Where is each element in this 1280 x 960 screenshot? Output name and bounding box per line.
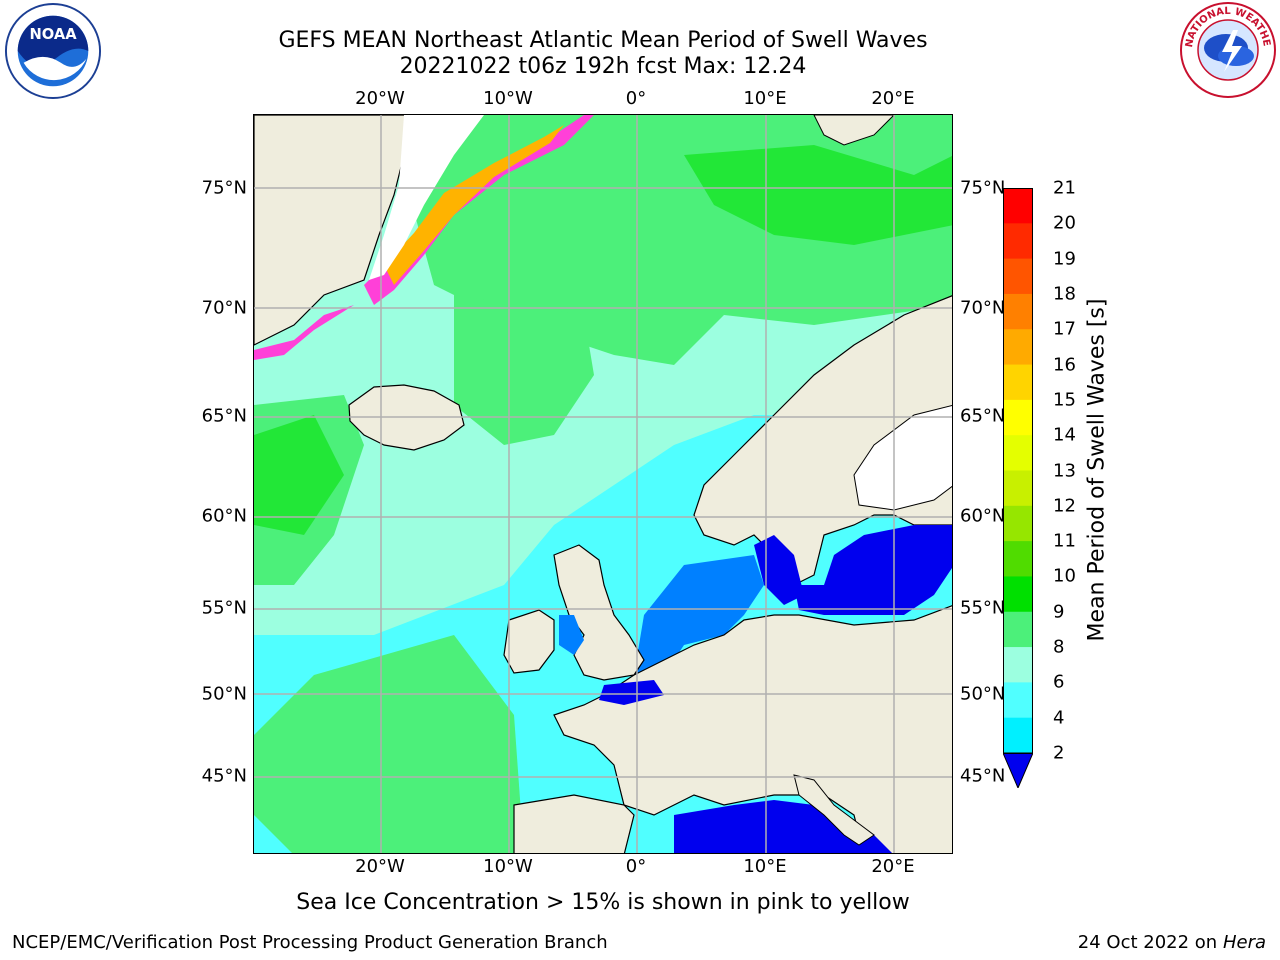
lat-tick-right: 70°N: [960, 297, 1006, 319]
swell-area-11-west: [254, 415, 344, 535]
colorbar-bin: [1003, 576, 1033, 613]
swell-area-south: [254, 635, 524, 853]
colorbar-bin: [1003, 717, 1033, 754]
lon-tick-top: 10°W: [483, 88, 533, 109]
colorbar-tick-label: 4: [1053, 707, 1065, 729]
footer-credit: NCEP/EMC/Verification Post Processing Pr…: [12, 932, 608, 953]
map-canvas: [254, 115, 952, 853]
colorbar-bin: [1003, 505, 1033, 542]
colorbar-bin: [1003, 435, 1033, 471]
colorbar-tick-label: 10: [1053, 565, 1076, 587]
swell-period-map: [253, 114, 953, 854]
colorbar-tick-label: 12: [1053, 495, 1076, 517]
colorbar-tick-label: 21: [1053, 177, 1076, 199]
lon-tick-bottom: 10°W: [483, 856, 533, 877]
lat-tick-left: 65°N: [201, 405, 247, 427]
lat-tick-right: 75°N: [960, 177, 1006, 199]
lat-tick-left: 60°N: [201, 505, 247, 527]
colorbar-outline: [1003, 188, 1033, 754]
colorbar-tick-label: 8: [1053, 636, 1065, 658]
nws-logo: NATIONAL WEATHER SERVICE: [1178, 0, 1276, 98]
baltic-sea: [794, 525, 952, 615]
colorbar-bin: [1003, 399, 1033, 436]
lat-tick-right: 60°N: [960, 505, 1006, 527]
colorbar-tick-label: 17: [1053, 318, 1076, 340]
europe-land: [553, 605, 952, 853]
lon-tick-top: 20°W: [355, 88, 405, 109]
colorbar-tick-label: 16: [1053, 354, 1076, 376]
scandinavia-land: [693, 295, 952, 586]
colorbar-bin: [1003, 293, 1033, 330]
english-channel: [599, 680, 664, 705]
colorbar-tick-label: 2: [1053, 742, 1065, 764]
lat-tick-left: 45°N: [201, 765, 247, 787]
sea-ice-edge: [364, 115, 594, 305]
north-sea: [634, 555, 764, 675]
footer-machine: Hera: [1222, 932, 1266, 953]
colorbar-bin: [1003, 470, 1033, 507]
ireland-land: [503, 609, 555, 674]
greenland-ice-white: [369, 115, 484, 280]
colorbar-bin: [1003, 647, 1033, 683]
lat-tick-left: 50°N: [201, 683, 247, 705]
colorbar-tick-label: 18: [1053, 283, 1076, 305]
colorbar-tick-label: 6: [1053, 671, 1065, 693]
sea-ice-note: Sea Ice Concentration > 15% is shown in …: [296, 890, 910, 915]
colorbar-title: Mean Period of Swell Waves [s]: [1084, 298, 1110, 642]
colorbar-tick-label: 15: [1053, 389, 1076, 411]
lat-tick-right: 65°N: [960, 405, 1006, 427]
lon-tick-bottom: 10°E: [743, 856, 787, 877]
noaa-logo: NOAA: [4, 2, 102, 100]
footer-date-text: 24 Oct 2022 on: [1077, 932, 1223, 953]
noaa-logo-text: NOAA: [29, 26, 77, 43]
colorbar-tick-label: 19: [1053, 248, 1076, 270]
sea-ice-south: [254, 305, 354, 360]
sea-ice-core: [384, 125, 564, 285]
colorbar-bin: [1003, 258, 1033, 295]
lon-tick-bottom: 20°W: [355, 856, 405, 877]
footer-date: 24 Oct 2022 on Hera: [1078, 932, 1266, 953]
lon-tick-bottom: 0°: [625, 856, 647, 877]
colorbar-bin: [1003, 188, 1033, 224]
lat-tick-right: 50°N: [960, 683, 1006, 705]
lon-tick-top: 10°E: [743, 88, 787, 109]
italy-land: [793, 774, 875, 846]
colorbar-bin: [1003, 611, 1033, 648]
svalbard-land: [813, 115, 895, 146]
colorbar-tick-label: 14: [1053, 424, 1076, 446]
lat-tick-left: 70°N: [201, 297, 247, 319]
lon-tick-top: 0°: [625, 88, 647, 109]
lon-tick-bottom: 20°E: [871, 856, 915, 877]
lon-tick-top: 20°E: [871, 88, 915, 109]
graticule: [254, 115, 952, 853]
colorbar-tick-label: 11: [1053, 530, 1076, 552]
swell-area-11: [684, 145, 952, 245]
colorbar-extend-triangle: [1003, 752, 1033, 788]
bothnia-white: [853, 404, 952, 511]
swell-area-central: [454, 295, 594, 445]
colorbar-bin: [1003, 682, 1033, 719]
iberia-land: [513, 794, 635, 853]
irish-sea: [559, 615, 584, 655]
colorbar-bin: [1003, 223, 1033, 260]
colorbar-tick-label: 20: [1053, 212, 1076, 234]
colorbar: [1003, 188, 1033, 788]
lat-tick-right: 45°N: [960, 765, 1006, 787]
map-subtitle: 20221022 t06z 192h fcst Max: 12.24: [399, 54, 807, 79]
colorbar-bin: [1003, 364, 1033, 401]
lat-tick-right: 55°N: [960, 597, 1006, 619]
colorbar-bin: [1003, 329, 1033, 366]
lat-tick-left: 75°N: [201, 177, 247, 199]
colorbar-bin: [1003, 541, 1033, 577]
colorbar-tick-label: 9: [1053, 601, 1065, 623]
colorbar-tick-label: 13: [1053, 460, 1076, 481]
lat-tick-left: 55°N: [201, 597, 247, 619]
map-title: GEFS MEAN Northeast Atlantic Mean Period…: [278, 28, 928, 53]
